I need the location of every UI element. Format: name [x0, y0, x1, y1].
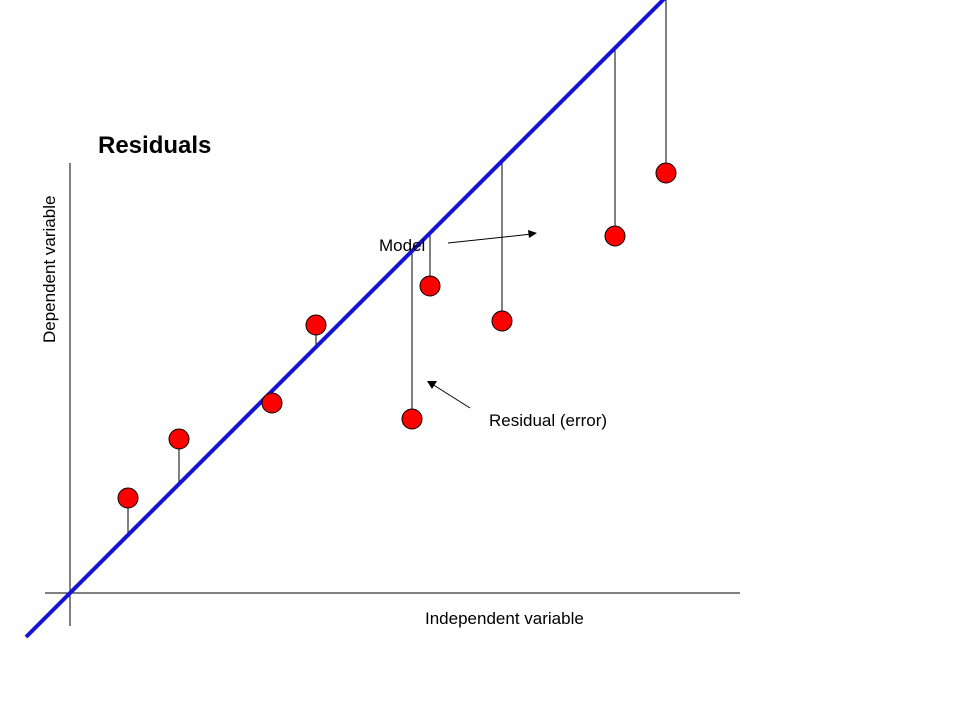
data-point-7 — [491, 310, 513, 332]
residual-arrow-icon — [427, 381, 437, 389]
data-point-3 — [261, 392, 283, 414]
y-axis-label: Dependent variable — [40, 196, 59, 343]
model-arrow-icon — [528, 230, 537, 238]
model-label: Model — [379, 236, 425, 255]
x-axis-label: Independent variable — [425, 609, 584, 628]
data-point-2 — [168, 428, 190, 450]
data-point-9 — [655, 162, 677, 184]
data-points — [117, 162, 677, 509]
model-line — [24, 0, 666, 639]
data-point-1 — [117, 487, 139, 509]
data-point-8 — [604, 225, 626, 247]
data-point-5 — [401, 408, 423, 430]
residual-label: Residual (error) — [489, 411, 607, 430]
model-pointer-line — [447, 233, 533, 244]
diagram-title: Residuals — [98, 132, 211, 159]
residual-pointer-line — [431, 383, 471, 409]
data-point-4 — [305, 314, 327, 336]
data-point-6 — [419, 275, 441, 297]
